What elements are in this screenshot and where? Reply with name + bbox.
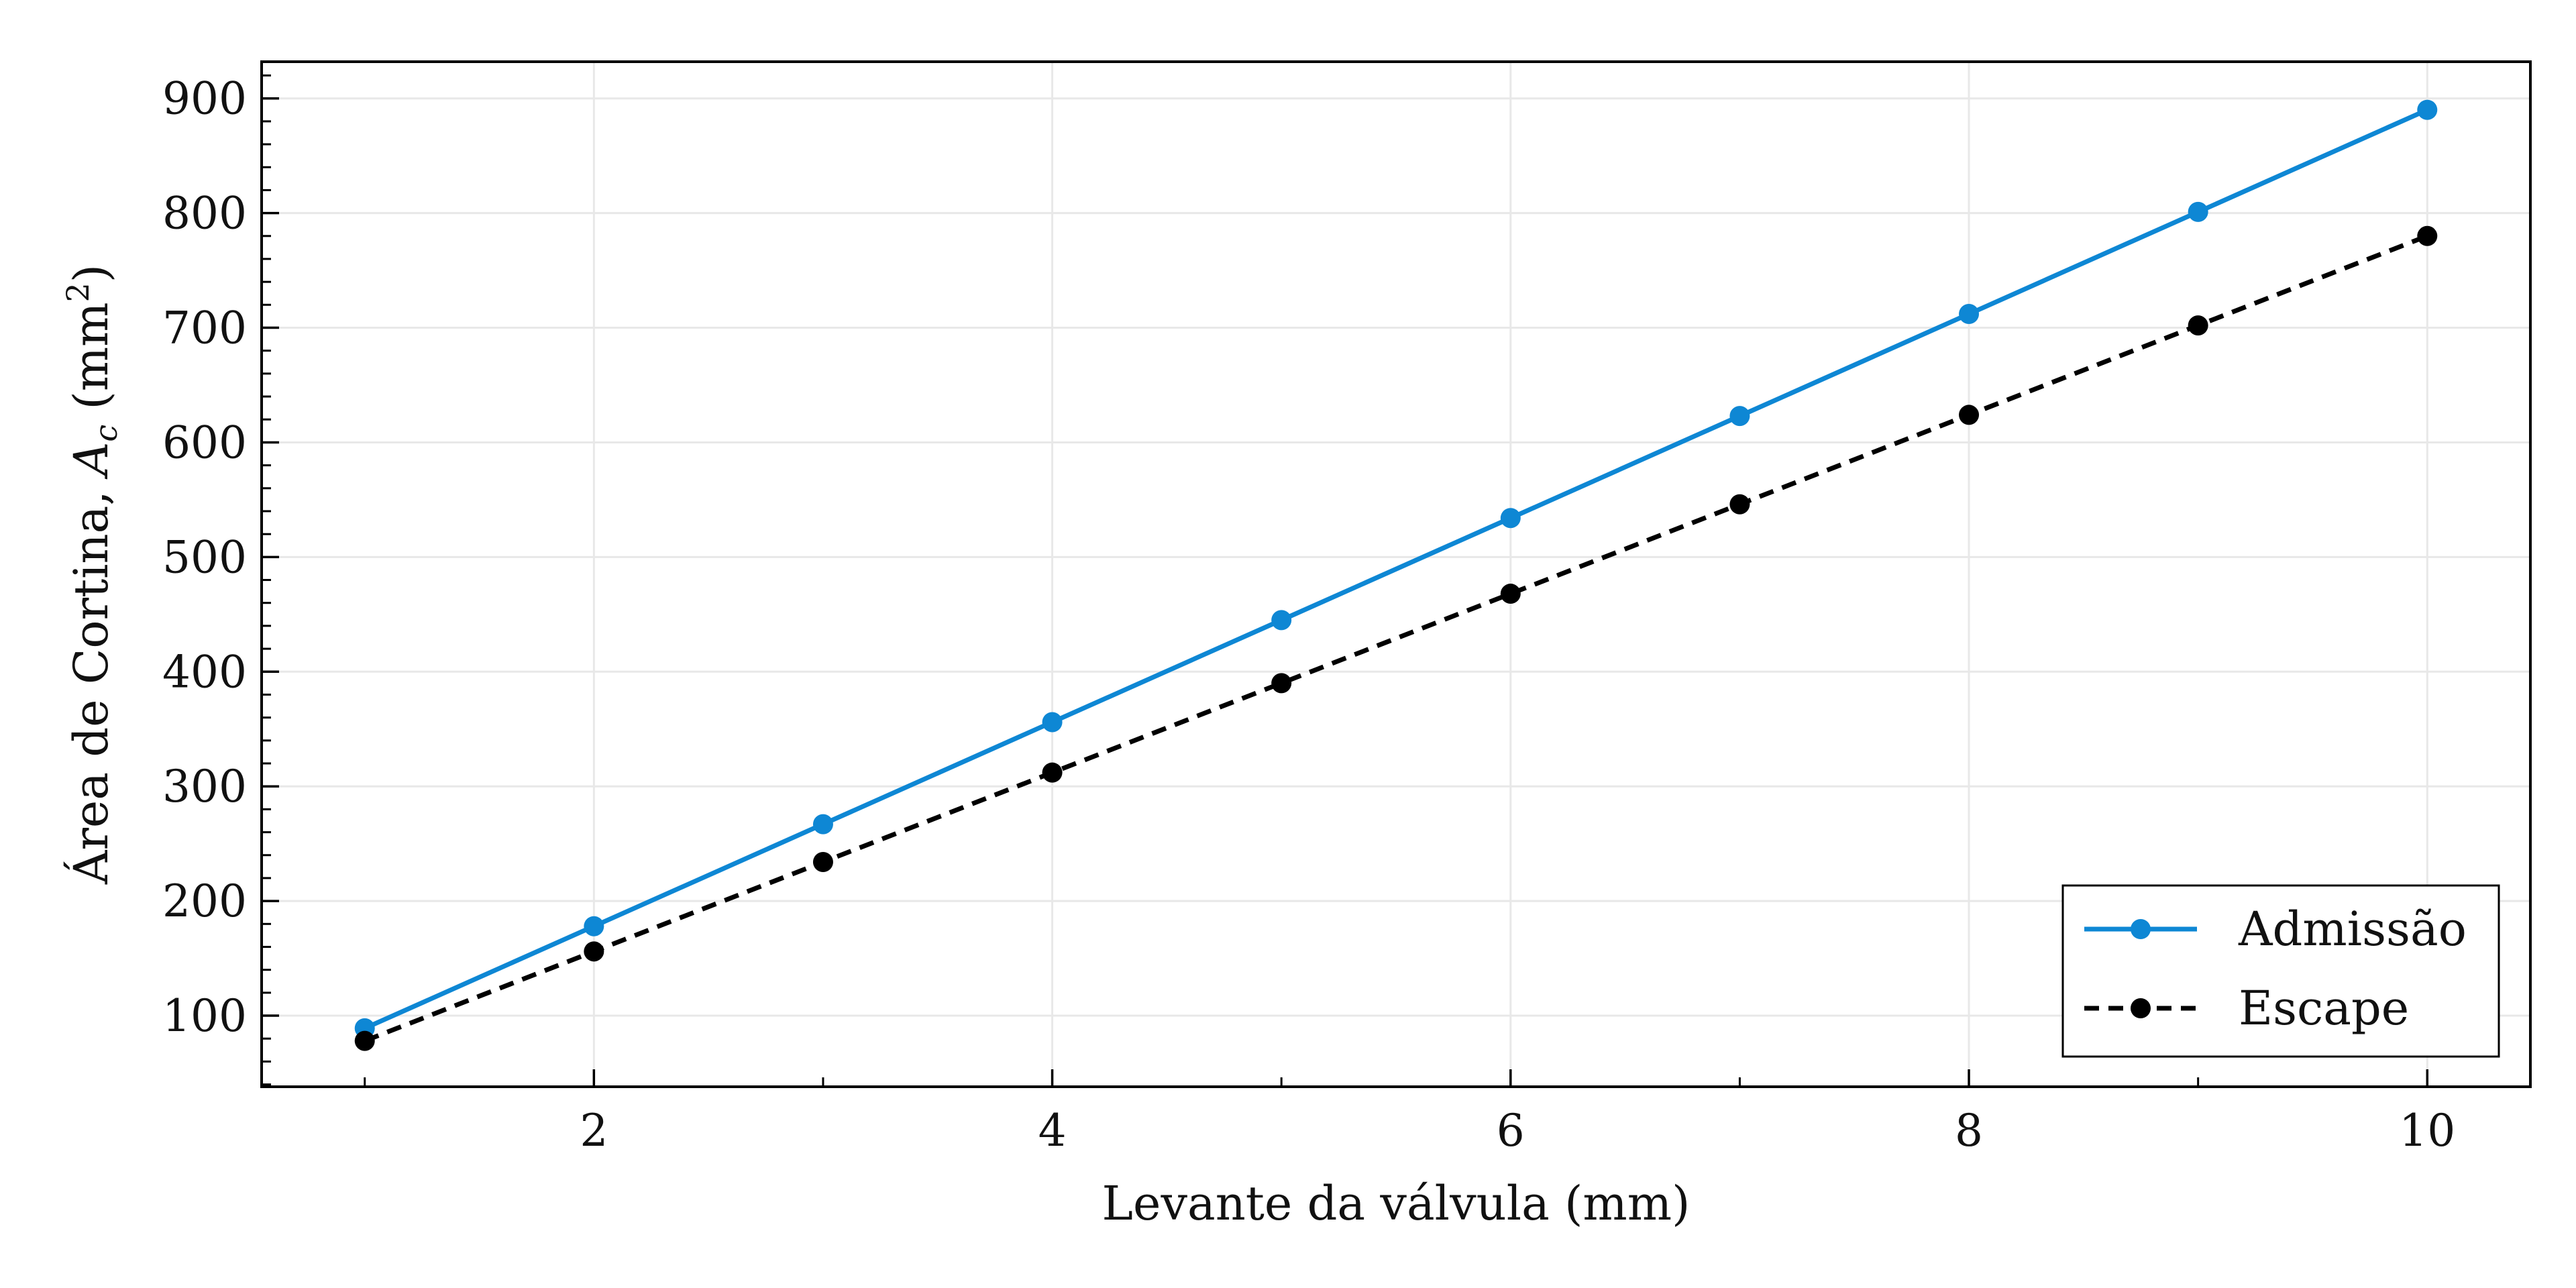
data-point-escape bbox=[354, 1030, 375, 1051]
data-point-escape bbox=[584, 941, 604, 962]
legend-label: Admissão bbox=[2238, 902, 2467, 957]
series-layer bbox=[354, 99, 2438, 1051]
data-point-admissao bbox=[1959, 304, 1980, 325]
x-tick-label: 4 bbox=[1038, 1105, 1067, 1157]
x-tick-label: 2 bbox=[580, 1105, 608, 1157]
y-axis-label-symbol: A bbox=[64, 442, 119, 480]
data-point-escape bbox=[1959, 405, 1980, 425]
data-point-escape bbox=[1500, 584, 1521, 604]
data-point-escape bbox=[1729, 494, 1750, 515]
data-point-escape bbox=[2417, 225, 2438, 246]
data-point-admissao bbox=[584, 916, 604, 936]
y-tick-label: 500 bbox=[162, 531, 247, 583]
y-axis-label-text: Área de Cortina, bbox=[64, 476, 119, 885]
data-point-escape bbox=[1271, 673, 1292, 694]
y-axis-label-unit-sup: 2 bbox=[60, 282, 96, 302]
grid bbox=[262, 62, 2530, 1087]
y-tick-label: 400 bbox=[162, 646, 247, 698]
y-tick-label: 300 bbox=[162, 761, 247, 812]
y-tick-label: 600 bbox=[162, 417, 247, 468]
legend-box bbox=[2061, 884, 2500, 1058]
series-escape bbox=[354, 225, 2438, 1051]
y-axis-label-subscript: c bbox=[88, 425, 124, 442]
plot-frame bbox=[260, 60, 2532, 1088]
legend: Admissão Escape bbox=[2061, 884, 2500, 1058]
y-axis-label-unit-close: ) bbox=[64, 264, 119, 282]
legend-item-admissao: Admissão bbox=[2084, 902, 2467, 957]
data-point-escape bbox=[2188, 315, 2208, 336]
x-tick-label: 10 bbox=[2399, 1105, 2455, 1157]
x-axis-label: Levante da válvula (mm) bbox=[1102, 1176, 1690, 1231]
series-line-admissao bbox=[364, 107, 2428, 1031]
legend-swatch-marker bbox=[2131, 919, 2151, 939]
y-axis-label-unit-open: (mm bbox=[64, 303, 119, 425]
legend-swatch-marker bbox=[2131, 998, 2151, 1018]
data-point-admissao bbox=[812, 814, 833, 835]
data-point-admissao bbox=[2417, 99, 2438, 120]
data-point-admissao bbox=[1042, 712, 1063, 733]
y-tick-label: 800 bbox=[162, 188, 247, 239]
y-axis-label: Área de Cortina, Ac (mm2) bbox=[60, 264, 124, 885]
legend-label: Escape bbox=[2239, 981, 2409, 1036]
y-tick-label: 900 bbox=[162, 73, 247, 125]
y-tick-label: 200 bbox=[162, 875, 247, 927]
y-tick-label: 100 bbox=[162, 990, 247, 1042]
data-point-admissao bbox=[2188, 201, 2208, 222]
legend-item-escape: Escape bbox=[2084, 981, 2409, 1036]
minor-ticks bbox=[262, 74, 2200, 1087]
tick-labels: 2 4 6 8 10 100 200 300 400 500 600 700 800 900 bbox=[162, 73, 2455, 1157]
data-point-admissao bbox=[1500, 508, 1521, 529]
x-tick-label: 6 bbox=[1497, 1105, 1525, 1157]
data-point-escape bbox=[812, 852, 833, 873]
series-admissao bbox=[354, 99, 2438, 1038]
data-point-admissao bbox=[1271, 610, 1292, 631]
y-tick-label: 700 bbox=[162, 303, 247, 354]
series-line-escape bbox=[364, 233, 2428, 1043]
data-point-escape bbox=[1042, 762, 1063, 783]
major-ticks bbox=[262, 97, 2429, 1087]
x-tick-label: 8 bbox=[1955, 1105, 1983, 1157]
data-point-admissao bbox=[1729, 406, 1750, 427]
